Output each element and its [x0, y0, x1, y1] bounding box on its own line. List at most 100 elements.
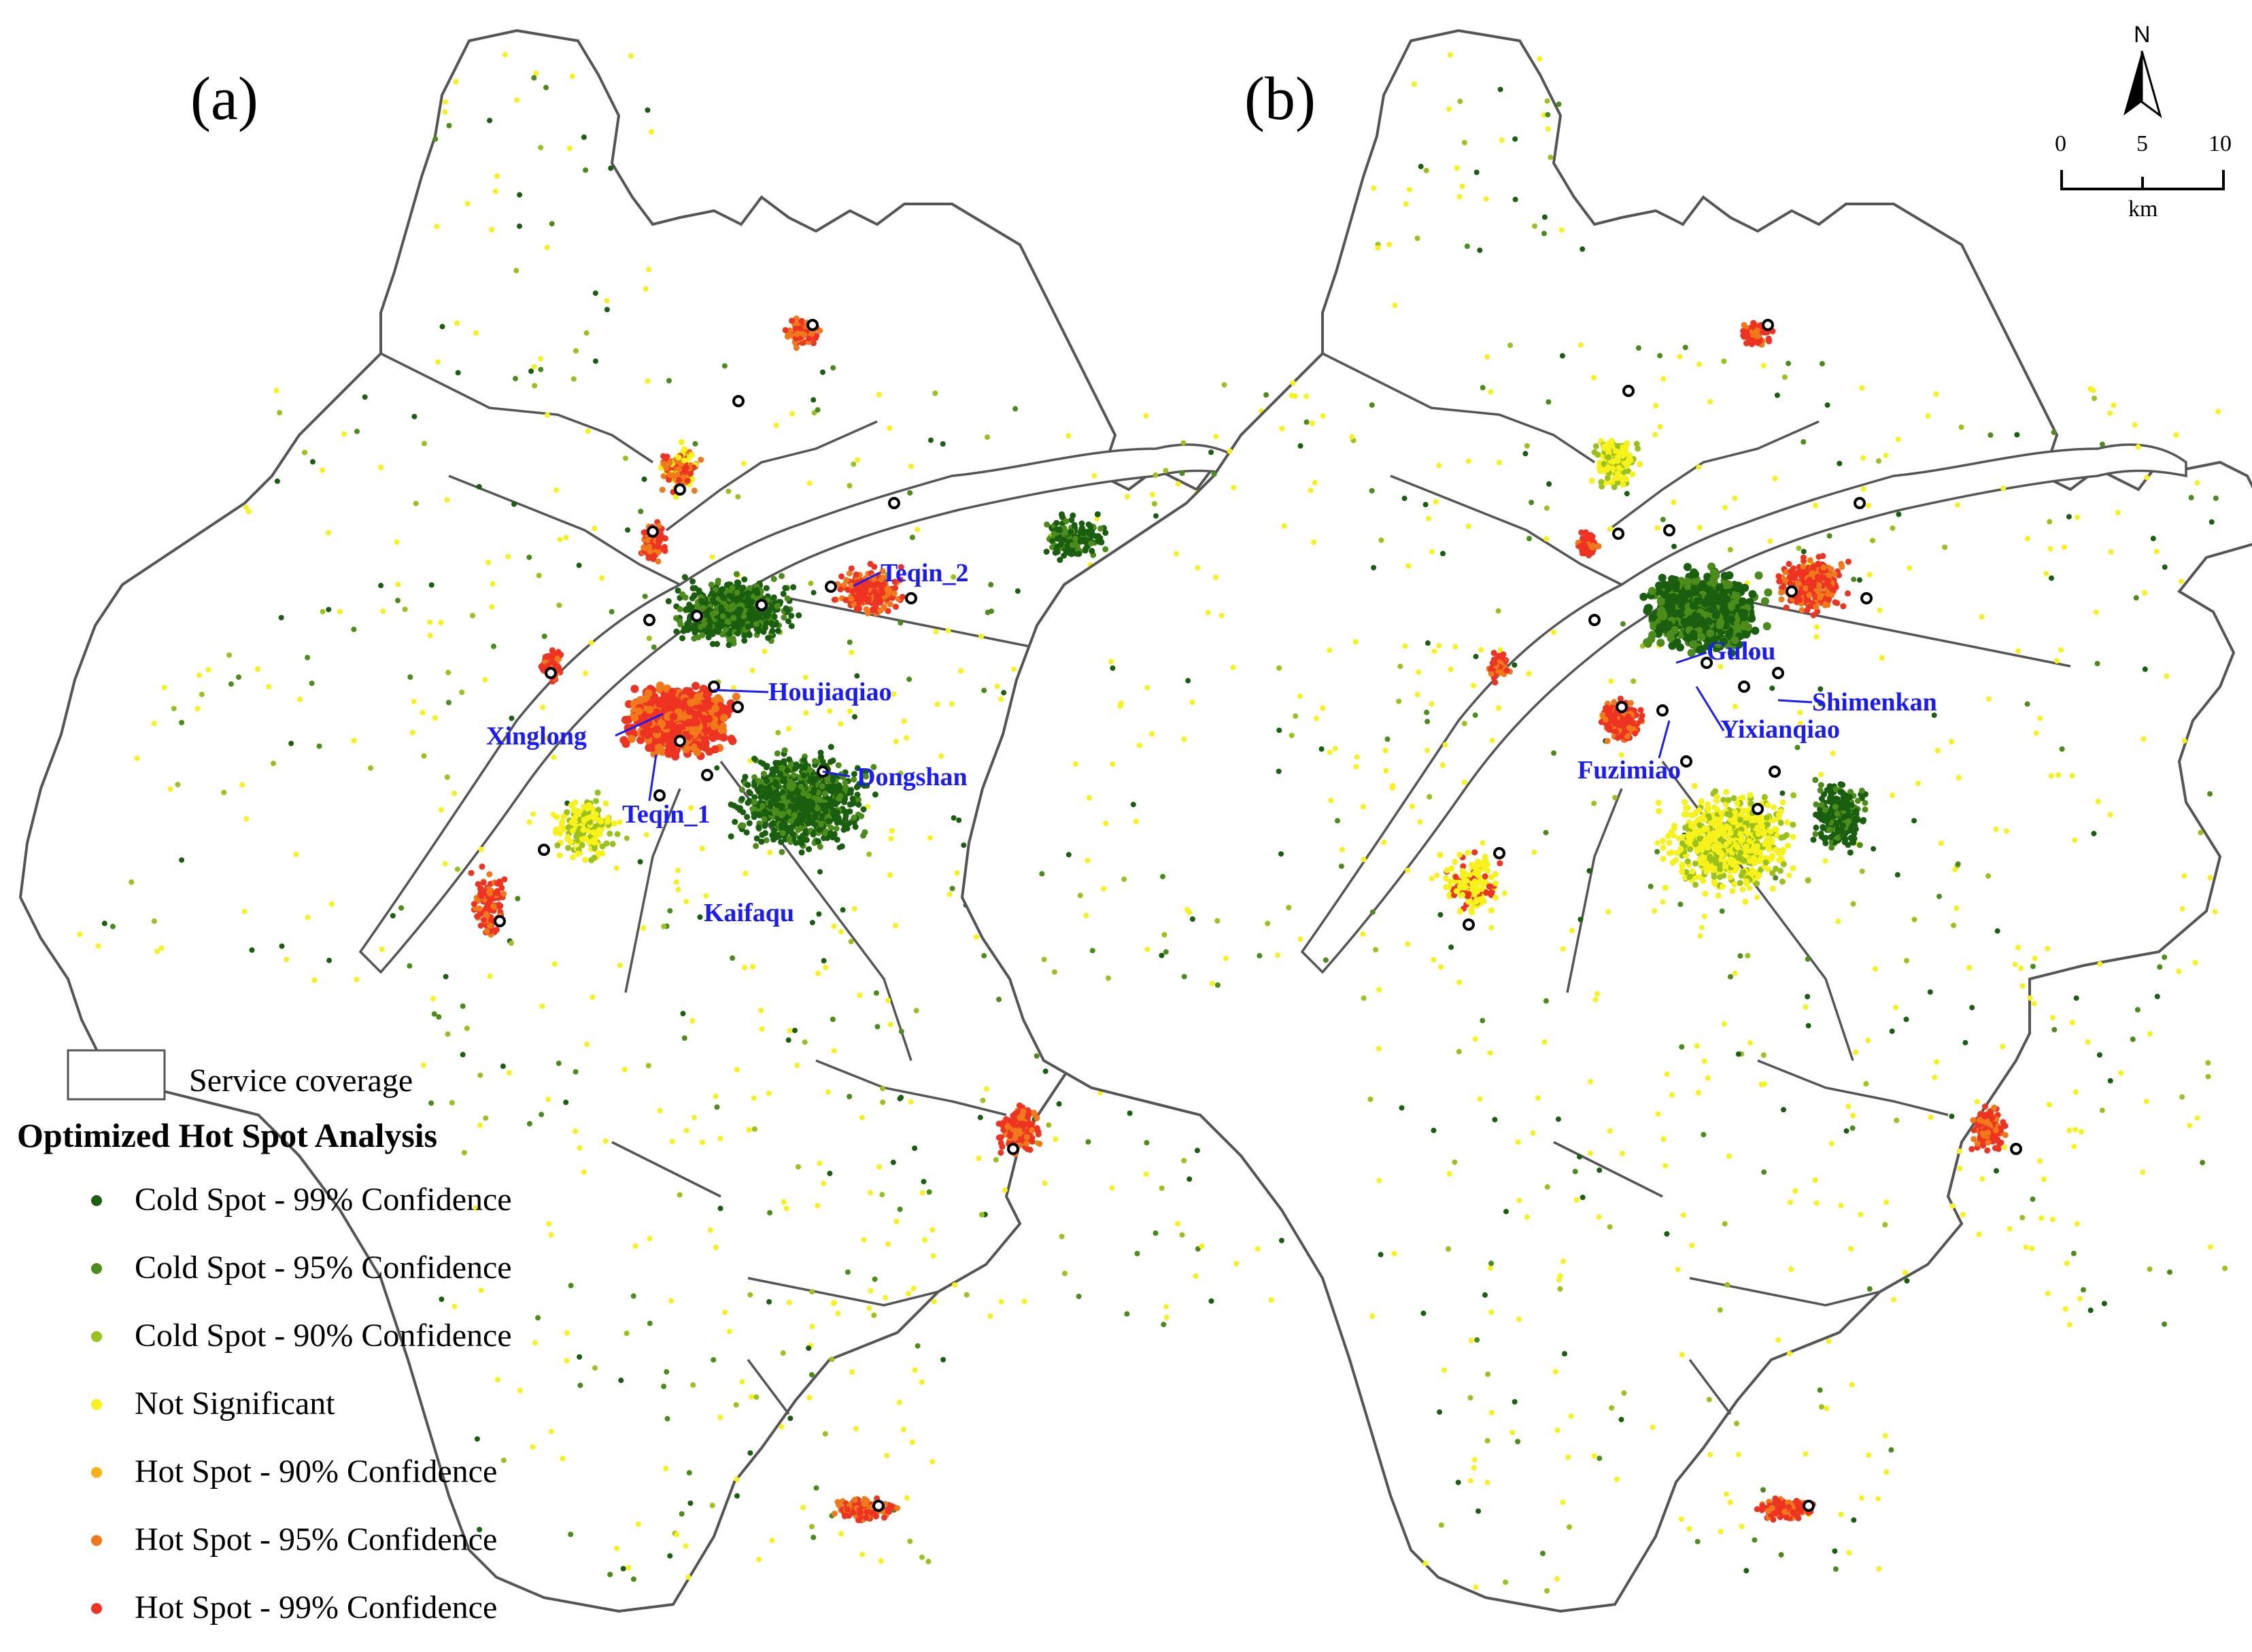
- hotspot-point: [1042, 1068, 1048, 1074]
- hotspot-point: [657, 1107, 663, 1114]
- hotspot-point: [1069, 542, 1076, 549]
- hotspot-point: [647, 1235, 653, 1241]
- hotspot-point: [2222, 1265, 2228, 1271]
- hotspot-point: [729, 606, 735, 613]
- hotspot-point: [985, 434, 990, 440]
- hotspot-point: [205, 667, 211, 673]
- hotspot-point: [485, 560, 492, 566]
- hotspot-point: [798, 317, 805, 324]
- hotspot-point: [493, 927, 500, 933]
- hotspot-point: [670, 700, 679, 709]
- hotspot-point: [538, 366, 544, 373]
- hotspot-point: [806, 335, 813, 342]
- hotspot-point: [996, 997, 1002, 1003]
- hotspot-point: [773, 422, 779, 428]
- hotspot-point: [641, 476, 647, 482]
- hotspot-point: [847, 483, 853, 489]
- hotspot-point: [1102, 530, 1109, 536]
- hotspot-point: [1423, 167, 1429, 173]
- hotspot-point: [781, 747, 788, 754]
- hotspot-point: [548, 1428, 554, 1434]
- hotspot-point: [677, 1192, 683, 1198]
- hotspot-point: [766, 1298, 772, 1305]
- hotspot-point: [762, 624, 768, 631]
- hotspot-point: [735, 494, 741, 500]
- hotspot-point: [884, 1453, 890, 1459]
- hotspot-point: [1289, 732, 1295, 738]
- hotspot-point: [2167, 1269, 2172, 1275]
- station-label: Teqin_2: [881, 559, 969, 587]
- hotspot-point: [1580, 1194, 1586, 1201]
- hotspot-point: [1772, 475, 1778, 481]
- hotspot-point: [624, 836, 630, 841]
- hotspot-point: [1737, 953, 1743, 959]
- hotspot-point: [2095, 799, 2101, 804]
- hotspot-point: [486, 871, 493, 878]
- hotspot-point: [635, 1521, 641, 1527]
- hotspot-point: [1405, 941, 1411, 947]
- hotspot-point: [852, 714, 857, 720]
- hotspot-point: [707, 1227, 713, 1233]
- hotspot-point: [709, 640, 716, 647]
- hotspot-point: [738, 787, 745, 793]
- hotspot-point: [700, 1139, 705, 1146]
- hotspot-point: [1059, 511, 1065, 518]
- hotspot-point: [786, 836, 793, 842]
- hotspot-point: [617, 963, 623, 968]
- station-marker: [674, 483, 686, 496]
- hotspot-point: [1004, 1116, 1010, 1123]
- hotspot-point: [526, 819, 532, 825]
- hotspot-point: [753, 621, 760, 627]
- hotspot-point: [1569, 927, 1575, 933]
- hotspot-point: [1068, 528, 1074, 535]
- hotspot-point: [592, 526, 598, 532]
- hotspot-point: [1928, 1114, 1934, 1120]
- hotspot-point: [1677, 901, 1684, 908]
- hotspot-point: [129, 879, 135, 885]
- hotspot-point: [1143, 413, 1149, 419]
- hotspot-point: [1021, 1121, 1028, 1128]
- hotspot-point: [577, 1145, 583, 1151]
- hotspot-point: [637, 859, 643, 865]
- hotspot-point: [596, 831, 603, 838]
- hotspot-point: [726, 1328, 732, 1335]
- hotspot-point: [378, 464, 384, 470]
- hotspot-point: [1051, 530, 1057, 537]
- hotspot-point: [624, 1330, 630, 1337]
- hotspot-point: [851, 906, 857, 912]
- hotspot-point: [679, 1511, 685, 1517]
- hotspot-point: [755, 789, 762, 795]
- hotspot-point: [494, 880, 500, 887]
- hotspot-point: [977, 1114, 983, 1120]
- hotspot-point: [683, 464, 689, 471]
- hotspot-point: [1072, 535, 1078, 542]
- station-marker: [732, 701, 744, 713]
- hotspot-point: [2099, 1107, 2105, 1114]
- hotspot-point: [511, 501, 517, 507]
- hotspot-point: [582, 670, 588, 676]
- hotspot-point: [604, 814, 611, 821]
- hotspot-point: [646, 266, 652, 273]
- hotspot-point: [431, 1011, 437, 1017]
- hotspot-point: [487, 974, 493, 979]
- hotspot-point: [1151, 501, 1157, 506]
- hotspot-point: [1034, 1053, 1040, 1059]
- hotspot-point: [553, 487, 560, 493]
- hotspot-point: [328, 901, 335, 907]
- hotspot-point: [721, 595, 728, 602]
- hotspot-point: [677, 618, 683, 625]
- hotspot-point: [288, 740, 294, 746]
- hotspot-point: [1537, 56, 1543, 62]
- hotspot-point: [490, 903, 497, 910]
- hotspot-point: [1078, 525, 1085, 532]
- hotspot-point: [538, 664, 545, 670]
- hotspot-point: [505, 553, 511, 560]
- hotspot-point: [651, 694, 659, 703]
- hotspot-point: [897, 577, 904, 583]
- hotspot-point: [2015, 944, 2021, 950]
- hotspot-point: [898, 1029, 904, 1035]
- hotspot-point: [984, 1086, 989, 1092]
- hotspot-point: [179, 719, 185, 725]
- hotspot-point: [309, 681, 315, 687]
- hotspot-point: [1496, 705, 1502, 711]
